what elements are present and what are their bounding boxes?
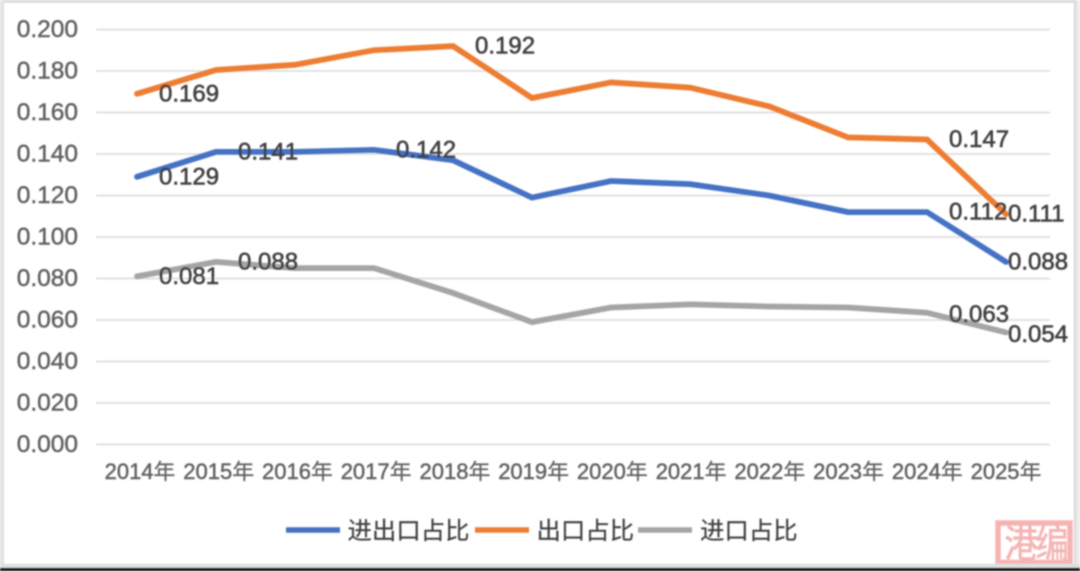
svg-text:0.080: 0.080 xyxy=(17,265,78,292)
svg-text:2025: 2025 xyxy=(971,459,1020,484)
svg-text:0.088: 0.088 xyxy=(1008,248,1068,275)
svg-text:2022: 2022 xyxy=(734,459,783,484)
svg-text:2023: 2023 xyxy=(813,459,862,484)
svg-text:2021: 2021 xyxy=(656,459,705,484)
svg-text:2024: 2024 xyxy=(892,459,941,484)
svg-text:0.129: 0.129 xyxy=(159,163,219,190)
svg-text:2016: 2016 xyxy=(262,459,311,484)
svg-text:0.063: 0.063 xyxy=(949,301,1009,328)
svg-text:0.120: 0.120 xyxy=(17,182,78,209)
svg-text:0.020: 0.020 xyxy=(17,390,78,417)
svg-text:0.160: 0.160 xyxy=(17,99,78,126)
svg-text:0.200: 0.200 xyxy=(17,16,78,43)
svg-text:2014: 2014 xyxy=(105,459,154,484)
svg-text:0.000: 0.000 xyxy=(17,431,78,458)
svg-text:0.112: 0.112 xyxy=(949,199,1007,226)
svg-text:0.081: 0.081 xyxy=(159,263,219,290)
svg-text:0.100: 0.100 xyxy=(17,224,78,251)
svg-text:2018: 2018 xyxy=(420,459,469,484)
svg-text:0.040: 0.040 xyxy=(17,348,78,375)
svg-text:0.180: 0.180 xyxy=(17,58,78,85)
svg-text:2015: 2015 xyxy=(183,459,232,484)
svg-text:0.140: 0.140 xyxy=(17,141,78,168)
svg-text:0.060: 0.060 xyxy=(17,307,78,334)
svg-text:0.142: 0.142 xyxy=(396,136,456,163)
svg-text:2020: 2020 xyxy=(577,459,626,484)
svg-text:0.192: 0.192 xyxy=(475,33,535,60)
svg-text:2017: 2017 xyxy=(341,459,390,484)
svg-text:0.054: 0.054 xyxy=(1008,321,1068,348)
svg-text:0.088: 0.088 xyxy=(238,248,298,275)
svg-text:0.111: 0.111 xyxy=(1008,201,1065,228)
svg-text:0.169: 0.169 xyxy=(159,80,219,107)
svg-text:0.141: 0.141 xyxy=(238,138,298,165)
svg-text:0.147: 0.147 xyxy=(949,126,1009,153)
svg-text:2019: 2019 xyxy=(498,459,547,484)
